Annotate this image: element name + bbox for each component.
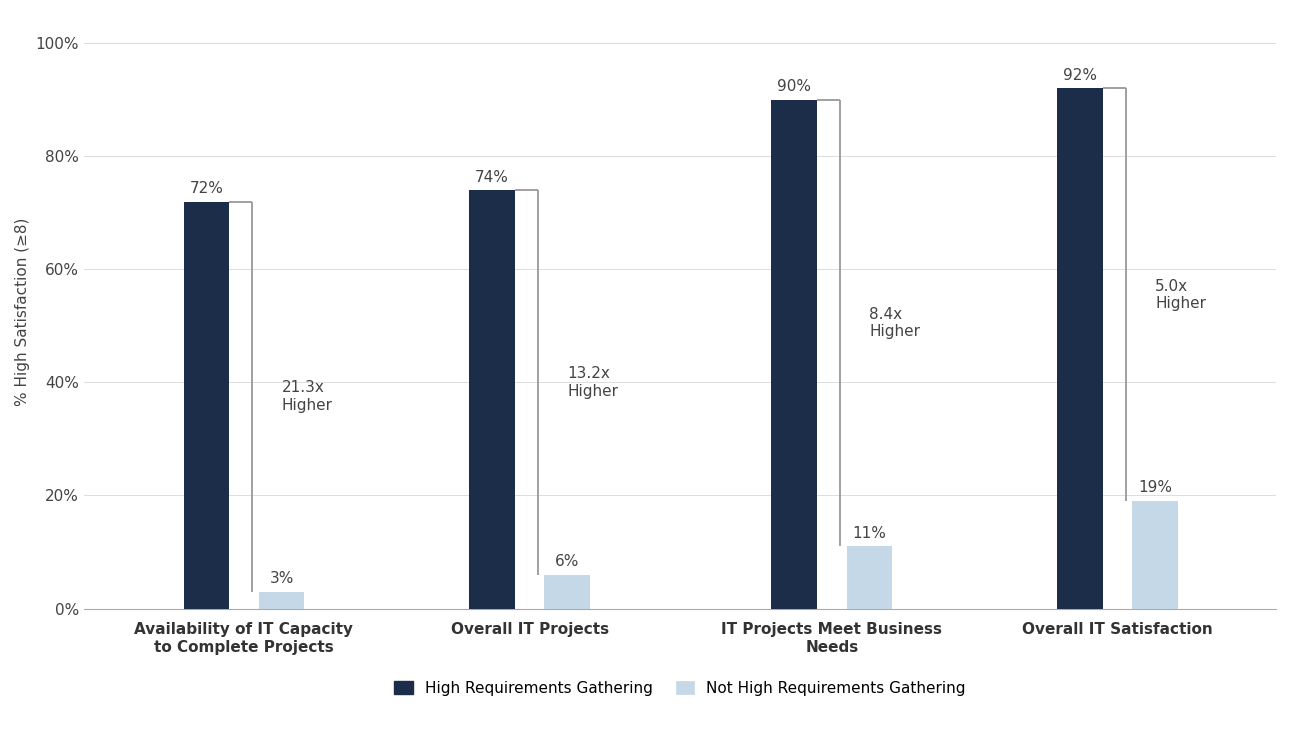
Text: 6%: 6% [555, 554, 580, 569]
Text: 3%: 3% [270, 571, 293, 586]
Bar [1132, 501, 1177, 608]
Bar [470, 190, 515, 608]
Bar [847, 547, 892, 608]
Bar [772, 100, 817, 608]
Text: 5.0x
Higher: 5.0x Higher [1155, 278, 1206, 311]
Y-axis label: % High Satisfaction (≥8): % High Satisfaction (≥8) [15, 218, 30, 406]
Bar [183, 201, 230, 608]
Text: 11%: 11% [852, 526, 887, 541]
Text: 92%: 92% [1062, 68, 1097, 83]
Text: 13.2x
Higher: 13.2x Higher [567, 366, 618, 399]
Text: 90%: 90% [777, 79, 811, 94]
Bar [258, 592, 305, 608]
Legend: High Requirements Gathering, Not High Requirements Gathering: High Requirements Gathering, Not High Re… [394, 681, 966, 696]
Text: 74%: 74% [475, 170, 509, 185]
Bar [1057, 88, 1103, 608]
Bar [545, 575, 590, 608]
Text: 8.4x
Higher: 8.4x Higher [869, 307, 920, 339]
Text: 19%: 19% [1139, 480, 1172, 495]
Text: 21.3x
Higher: 21.3x Higher [281, 380, 333, 412]
Text: 72%: 72% [190, 181, 223, 196]
